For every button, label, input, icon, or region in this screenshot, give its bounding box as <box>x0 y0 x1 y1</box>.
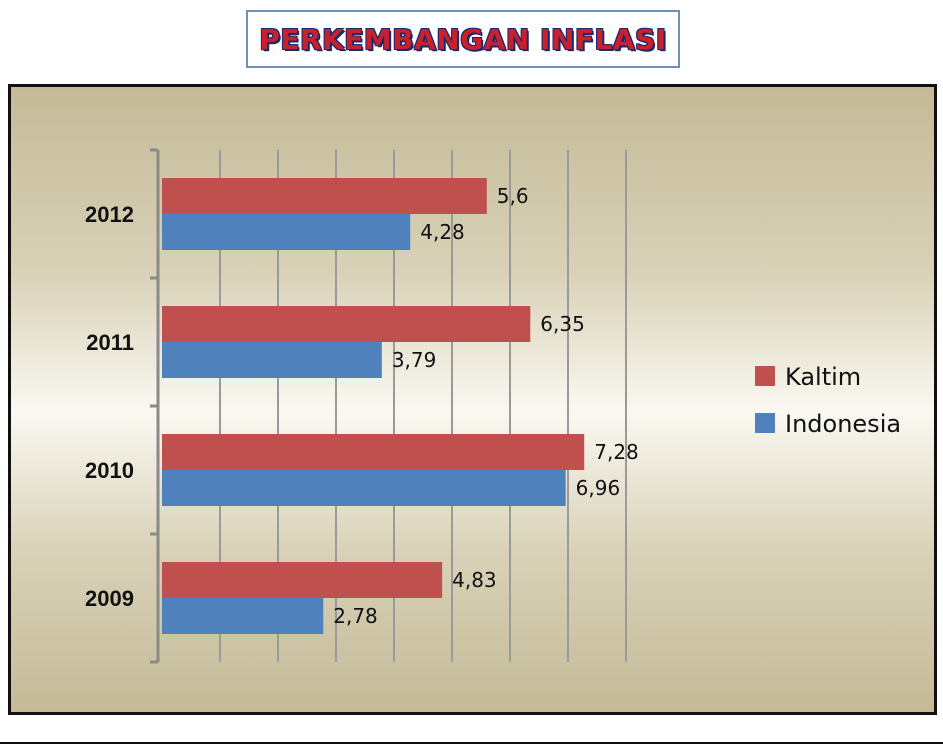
category-label: 2010 <box>85 458 134 483</box>
category-axis <box>150 148 160 664</box>
value-label: 3,79 <box>392 348 437 372</box>
legend-swatch <box>755 366 775 386</box>
bottom-divider <box>0 742 943 744</box>
value-label: 5,6 <box>497 184 529 208</box>
value-label: 6,96 <box>576 476 621 500</box>
bar-indonesia-2009 <box>162 598 324 634</box>
legend-label: Kaltim <box>785 363 861 391</box>
bar-kaltim-2011 <box>162 306 531 342</box>
bars <box>162 178 585 634</box>
legend-swatch <box>755 413 775 433</box>
value-label: 2,78 <box>333 604 378 628</box>
value-label: 4,83 <box>452 568 497 592</box>
value-labels: 5,6 4,28 6,35 3,79 7,28 6,96 4,83 2,78 <box>333 184 639 628</box>
bar-kaltim-2009 <box>162 562 443 598</box>
category-label: 2011 <box>86 330 134 355</box>
category-label: 2012 <box>85 202 134 227</box>
value-label: 6,35 <box>540 312 585 336</box>
value-label: 7,28 <box>594 440 639 464</box>
bar-indonesia-2010 <box>162 470 566 506</box>
value-label: 4,28 <box>420 220 465 244</box>
bar-indonesia-2012 <box>162 214 411 250</box>
bar-kaltim-2012 <box>162 178 487 214</box>
title-box: PERKEMBANGAN INFLASI <box>246 10 680 68</box>
legend: Kaltim Indonesia <box>755 363 901 438</box>
chart-title: PERKEMBANGAN INFLASI <box>259 22 667 56</box>
category-labels: 2012 2011 2010 2009 <box>85 202 134 611</box>
category-label: 2009 <box>85 586 134 611</box>
bar-indonesia-2011 <box>162 342 382 378</box>
legend-label: Indonesia <box>785 410 901 438</box>
bar-kaltim-2010 <box>162 434 585 470</box>
